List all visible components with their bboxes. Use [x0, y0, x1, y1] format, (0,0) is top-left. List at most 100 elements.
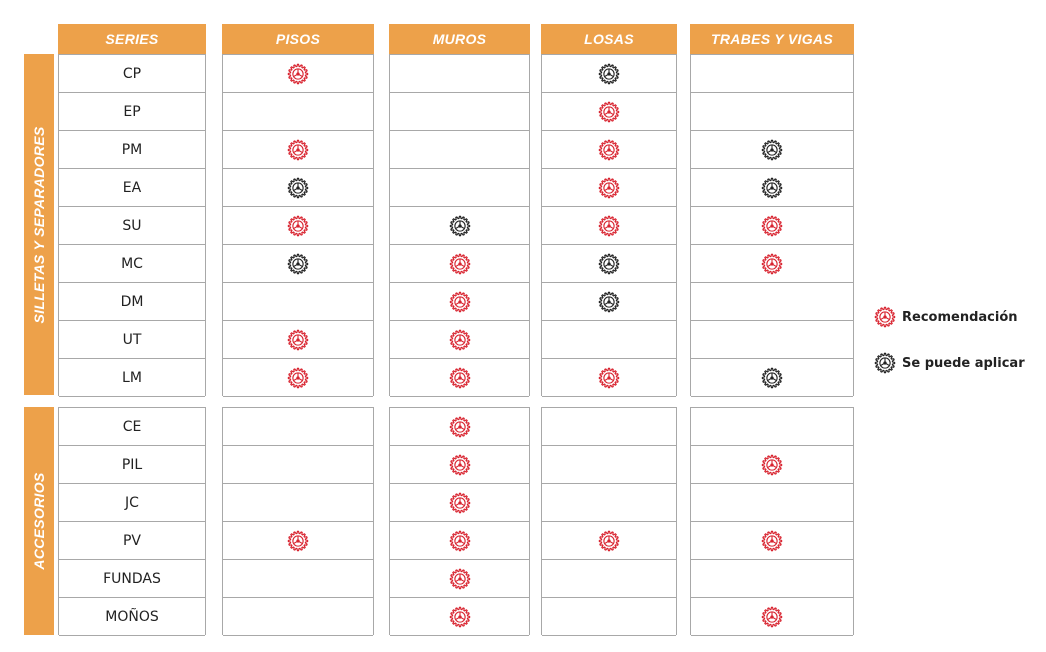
series-cell: LM: [59, 359, 205, 397]
table-cell: [542, 283, 676, 321]
table-cell: [542, 55, 676, 93]
table-cell: [691, 522, 853, 560]
gear-icon: [598, 101, 620, 122]
table-cell: [542, 131, 676, 169]
table-cell: [223, 245, 373, 283]
gear-icon: [287, 63, 309, 84]
table-cell: [542, 245, 676, 283]
table-cell: [390, 93, 529, 131]
series-label: PIL: [121, 456, 143, 473]
gear-icon: [449, 215, 470, 236]
table-cell: [223, 169, 373, 207]
series-cell: JC: [59, 484, 205, 522]
gear-icon: [598, 177, 620, 198]
table-cell: [223, 359, 373, 397]
series-label: PV: [122, 532, 142, 549]
series-label: JC: [125, 494, 139, 511]
table-cell: [223, 93, 373, 131]
gear-icon: [874, 352, 896, 374]
column-muros: [389, 407, 530, 636]
gear-icon: [761, 215, 783, 236]
table-cell: [691, 93, 853, 131]
gear-icon: [598, 215, 620, 236]
gear-icon: [761, 367, 783, 388]
legend-recommended-label: Recomendación: [902, 309, 1018, 325]
group-label-silletas-text: SILLETAS Y SEPARADORES: [31, 126, 47, 323]
table-cell: [691, 484, 853, 522]
table-cell: [542, 321, 676, 359]
series-label: SU: [122, 217, 142, 234]
series-label: EP: [123, 103, 141, 120]
table-cell: [691, 408, 853, 446]
series-cell: PIL: [59, 446, 205, 484]
gear-icon: [449, 329, 470, 350]
series-cell: EA: [59, 169, 205, 207]
table-cell: [390, 560, 529, 598]
table-cell: [223, 522, 373, 560]
group-label-silletas: SILLETAS Y SEPARADORES: [24, 54, 54, 395]
series-label: LM: [122, 369, 142, 386]
table-cell: [691, 55, 853, 93]
gear-icon: [449, 416, 470, 437]
table-cell: [390, 446, 529, 484]
gear-icon: [449, 367, 470, 388]
series-label: PM: [121, 141, 143, 158]
table-cell: [390, 131, 529, 169]
table-cell: [390, 245, 529, 283]
gear-icon: [449, 492, 470, 513]
table-cell: [691, 169, 853, 207]
series-label: CE: [122, 418, 142, 435]
gear-icon: [874, 306, 896, 328]
series-label: UT: [122, 331, 142, 348]
table-cell: [223, 131, 373, 169]
table-cell: [223, 408, 373, 446]
table-cell: [223, 207, 373, 245]
series-cell: UT: [59, 321, 205, 359]
series-label: MOÑOS: [105, 608, 159, 625]
table-cell: [691, 446, 853, 484]
table-cell: [542, 93, 676, 131]
series-cell: FUNDAS: [59, 560, 205, 598]
gear-icon: [449, 568, 470, 589]
gear-icon: [287, 215, 309, 236]
column-pisos: [222, 407, 374, 636]
header-series: SERIES: [58, 24, 206, 54]
group-label-accesorios: ACCESORIOS: [24, 407, 54, 635]
column-series: CP EP PM EA SU MC DM UT LM: [58, 54, 206, 397]
column-losas: [541, 54, 677, 397]
gear-icon: [598, 291, 620, 312]
column-muros: [389, 54, 530, 397]
gear-icon: [287, 253, 309, 274]
series-cell: MOÑOS: [59, 598, 205, 636]
table-cell: [691, 207, 853, 245]
gear-icon: [287, 139, 309, 160]
table-cell: [390, 484, 529, 522]
series-label: MC: [121, 255, 143, 272]
series-label: CP: [122, 65, 142, 82]
gear-icon: [449, 291, 470, 312]
gear-icon: [449, 253, 470, 274]
column-losas: [541, 407, 677, 636]
series-label: EA: [122, 179, 142, 196]
table-cell: [390, 522, 529, 560]
column-pisos: [222, 54, 374, 397]
table-cell: [542, 446, 676, 484]
gear-icon: [598, 530, 620, 551]
table-cell: [542, 522, 676, 560]
series-cell: MC: [59, 245, 205, 283]
series-cell: DM: [59, 283, 205, 321]
gear-icon: [761, 530, 783, 551]
table-cell: [542, 560, 676, 598]
gear-icon: [761, 606, 783, 627]
table-cell: [691, 283, 853, 321]
table-cell: [223, 484, 373, 522]
gear-icon: [761, 454, 783, 475]
gear-icon: [449, 530, 470, 551]
table-cell: [691, 131, 853, 169]
table-cell: [691, 321, 853, 359]
group-label-accesorios-text: ACCESORIOS: [31, 472, 47, 570]
column-trabes: [690, 54, 854, 397]
header-trabes-y-vigas: TRABES Y VIGAS: [690, 24, 854, 54]
table-cell: [390, 598, 529, 636]
gear-icon: [449, 454, 470, 475]
